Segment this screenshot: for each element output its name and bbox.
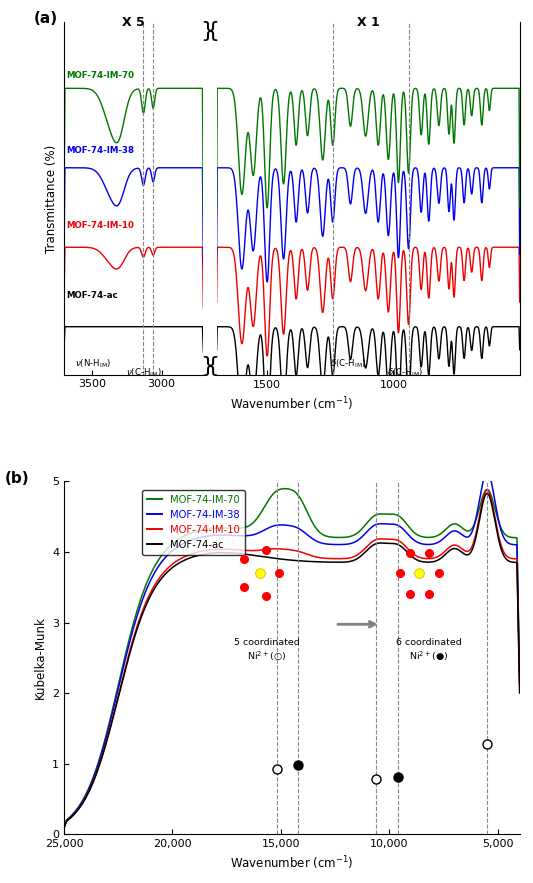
Text: {: { xyxy=(206,21,220,41)
MOF-74-IM-38 xyxy=(504,537,510,547)
MOF-74-ac xyxy=(504,555,510,565)
Line: MOF-74-IM-70: MOF-74-IM-70 xyxy=(64,488,520,827)
MOF-74-IM-70 xyxy=(84,786,91,796)
MOF-74-ac xyxy=(84,789,91,800)
Text: $\delta$(C-H$_{\rm IM}$): $\delta$(C-H$_{\rm IM}$) xyxy=(330,358,366,370)
MOF-74-IM-70 xyxy=(516,675,523,685)
Text: }: } xyxy=(200,21,214,41)
MOF-74-IM-10 xyxy=(504,551,510,562)
MOF-74-IM-38 xyxy=(270,521,277,532)
MOF-74-ac xyxy=(516,688,523,698)
MOF-74-IM-10 xyxy=(270,544,277,555)
MOF-74-IM-10 xyxy=(282,544,289,555)
MOF-74-IM-10 xyxy=(61,823,67,834)
X-axis label: Wavenumber (cm$^{-1}$): Wavenumber (cm$^{-1}$) xyxy=(230,855,353,872)
MOF-74-IM-70 xyxy=(503,531,510,541)
MOF-74-IM-38 xyxy=(484,467,490,478)
Y-axis label: Transmittance (%): Transmittance (%) xyxy=(45,145,59,253)
MOF-74-IM-10 xyxy=(84,789,91,800)
MOF-74-IM-38 xyxy=(419,539,426,549)
Text: MOF-74-IM-70: MOF-74-IM-70 xyxy=(67,71,135,79)
Text: (a): (a) xyxy=(33,11,58,26)
Text: 6 coordinated
Ni$^{2+}$(●): 6 coordinated Ni$^{2+}$(●) xyxy=(395,638,462,663)
MOF-74-IM-10 xyxy=(503,550,510,561)
Y-axis label: Kubelka-Munk: Kubelka-Munk xyxy=(34,616,46,699)
Text: {: { xyxy=(206,357,220,376)
Legend: MOF-74-IM-70, MOF-74-IM-38, MOF-74-IM-10, MOF-74-ac: MOF-74-IM-70, MOF-74-IM-38, MOF-74-IM-10… xyxy=(142,490,245,555)
Line: MOF-74-ac: MOF-74-ac xyxy=(64,494,520,828)
MOF-74-IM-38 xyxy=(84,788,91,798)
Text: 5 coordinated
Ni$^{2+}$(○): 5 coordinated Ni$^{2+}$(○) xyxy=(234,638,300,663)
Text: (b): (b) xyxy=(5,471,29,486)
Text: MOF-74-IM-10: MOF-74-IM-10 xyxy=(67,221,135,230)
MOF-74-IM-70 xyxy=(270,488,277,499)
MOF-74-IM-70 xyxy=(420,532,426,542)
MOF-74-IM-38 xyxy=(282,520,289,531)
Text: MOF-74-ac: MOF-74-ac xyxy=(67,291,118,300)
MOF-74-IM-10 xyxy=(419,553,426,563)
MOF-74-IM-38 xyxy=(61,822,67,833)
MOF-74-IM-70 xyxy=(281,483,288,494)
Text: $\nu$(N-H$_{\rm IM}$): $\nu$(N-H$_{\rm IM}$) xyxy=(75,358,111,370)
MOF-74-IM-38 xyxy=(503,536,510,547)
MOF-74-ac xyxy=(270,553,277,563)
MOF-74-ac xyxy=(61,823,67,834)
MOF-74-IM-38 xyxy=(516,678,523,689)
MOF-74-IM-70 xyxy=(282,483,289,494)
Text: X 1: X 1 xyxy=(357,16,379,28)
Text: $\nu$(C-H$_{\rm IM}$): $\nu$(C-H$_{\rm IM}$) xyxy=(126,366,161,379)
Text: Wavenumber (cm$^{-1}$): Wavenumber (cm$^{-1}$) xyxy=(230,395,353,412)
Line: MOF-74-IM-10: MOF-74-IM-10 xyxy=(64,490,520,828)
MOF-74-IM-10 xyxy=(516,686,523,697)
Text: MOF-74-IM-38: MOF-74-IM-38 xyxy=(67,146,135,155)
Text: X 5: X 5 xyxy=(122,16,145,28)
MOF-74-IM-70 xyxy=(61,822,67,833)
Text: $\delta$(C-H$_{\rm IM}$): $\delta$(C-H$_{\rm IM}$) xyxy=(387,366,423,379)
MOF-74-IM-10 xyxy=(484,485,490,495)
Line: MOF-74-IM-38: MOF-74-IM-38 xyxy=(64,472,520,827)
MOF-74-IM-70 xyxy=(504,531,510,541)
MOF-74-ac xyxy=(484,488,490,499)
MOF-74-ac xyxy=(282,555,289,565)
MOF-74-ac xyxy=(419,556,426,567)
MOF-74-ac xyxy=(503,554,510,564)
Text: }: } xyxy=(200,357,214,376)
